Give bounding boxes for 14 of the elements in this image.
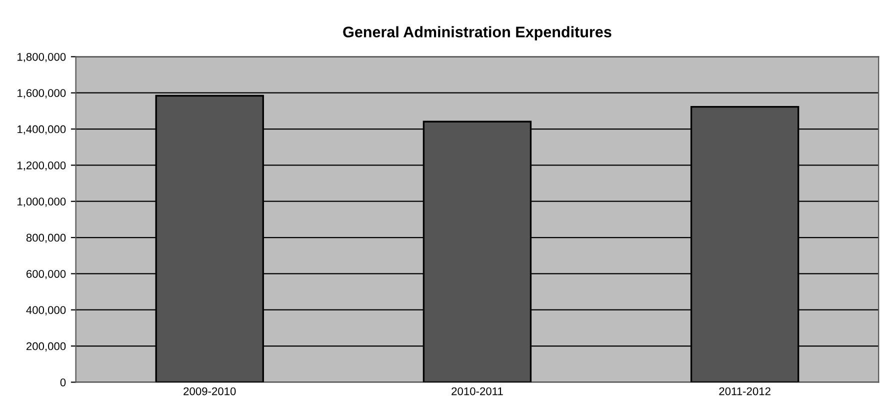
y-tick-label: 600,000 <box>26 270 66 280</box>
y-tick-label: 1,600,000 <box>18 89 66 98</box>
x-tick-label: 2011-2012 <box>719 387 770 396</box>
y-tick-label: 1,000,000 <box>18 198 66 207</box>
y-tick-label: 0 <box>60 378 66 386</box>
x-tick-label: 2009-2010 <box>184 387 236 396</box>
chart-title: General Administration Expenditures <box>343 26 612 40</box>
y-tick-label: 400,000 <box>26 306 66 316</box>
y-tick-label: 1,200,000 <box>18 161 66 171</box>
y-tick-label: 200,000 <box>26 342 66 352</box>
y-tick-label: 1,400,000 <box>18 125 66 134</box>
x-tick-label: 2010-2011 <box>452 387 503 396</box>
y-tick-label: 1,800,000 <box>18 52 66 62</box>
y-tick-label: 800,000 <box>26 234 66 243</box>
